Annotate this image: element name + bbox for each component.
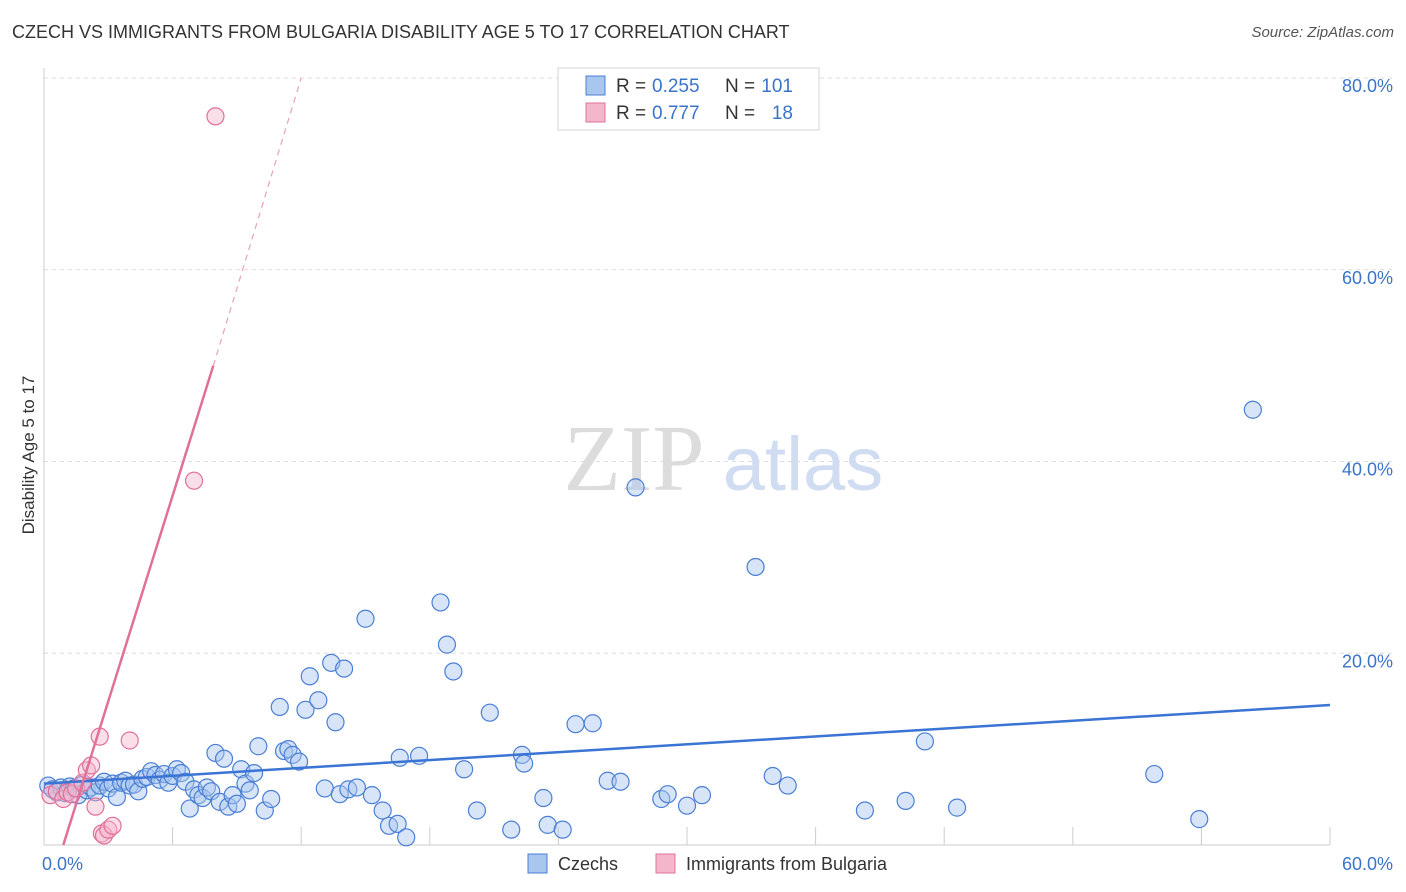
chart-title: CZECH VS IMMIGRANTS FROM BULGARIA DISABI… — [12, 22, 790, 42]
czechs-point-100 — [896, 791, 915, 810]
czechs-point-85 — [538, 815, 557, 834]
czechs-point-99 — [855, 801, 874, 820]
y-tick-label-1: 40.0% — [1342, 460, 1393, 480]
y-tick-label-0: 20.0% — [1342, 651, 1393, 671]
czechs-point-97 — [763, 766, 782, 786]
bulgaria-point-15 — [120, 731, 139, 750]
czechs-point-76 — [437, 635, 457, 654]
czechs-point-48 — [244, 763, 264, 783]
czechs-point-93 — [658, 785, 677, 804]
czechs-point-96 — [746, 557, 765, 577]
czechs-point-103 — [1145, 764, 1164, 784]
n-label-2: N = — [725, 103, 755, 124]
czechs-point-104 — [1190, 810, 1209, 829]
czechs-point-105 — [1243, 400, 1262, 419]
czechs-point-44 — [227, 794, 246, 813]
x-tick-label-0: 0.0% — [42, 854, 83, 874]
czechs-point-72 — [390, 748, 409, 767]
czechs-point-31 — [172, 763, 191, 783]
y-tick-label-3: 80.0% — [1342, 76, 1393, 96]
czechs-point-64 — [334, 659, 354, 678]
czechs-point-52 — [270, 697, 289, 717]
bulgaria-points — [41, 107, 225, 845]
source-label: Source: ZipAtlas.com — [1251, 24, 1394, 41]
r-value-1: 0.255 — [652, 76, 700, 97]
czechs-point-98 — [778, 776, 797, 795]
czechs-point-91 — [626, 478, 645, 497]
czechs-point-67 — [356, 609, 375, 628]
czechs-point-78 — [454, 760, 474, 779]
y-axis-label: Disability Age 5 to 17 — [19, 376, 38, 535]
stats-legend: R = 0.255 N = 101 R = 0.777 N = 18 — [557, 67, 820, 131]
n-value-1: 101 — [761, 76, 793, 97]
czechs-point-55 — [283, 745, 302, 764]
gridlines — [44, 77, 1395, 654]
czechs-point-88 — [583, 714, 602, 733]
bulgaria-point-17 — [206, 107, 225, 126]
bulgaria-trend-extension — [212, 77, 302, 366]
czechs-point-90 — [611, 772, 630, 791]
czechs-swatch — [585, 75, 606, 96]
czechs-point-58 — [300, 667, 319, 686]
bulgaria-point-14 — [103, 816, 122, 835]
czechs-point-95 — [692, 786, 712, 805]
bulgaria-swatch — [585, 102, 606, 123]
czechs-point-47 — [240, 781, 259, 800]
x-tick-label-1: 60.0% — [1342, 854, 1393, 874]
bulgaria-trend-line — [62, 365, 215, 846]
czechs-point-75 — [431, 593, 450, 612]
legend-bulgaria-label: Immigrants from Bulgaria — [686, 854, 888, 874]
czechs-point-87 — [566, 715, 585, 734]
legend-bulgaria-swatch — [655, 853, 676, 874]
r-label-2: R = — [616, 103, 646, 124]
czechs-points — [39, 400, 1262, 847]
czechs-point-68 — [362, 786, 382, 805]
watermark-atlas: atlas — [723, 422, 884, 507]
bulgaria-point-16 — [184, 471, 204, 490]
czechs-point-102 — [947, 798, 967, 817]
czechs-point-71 — [388, 814, 407, 834]
r-value-2: 0.777 — [652, 103, 700, 124]
czechs-point-57 — [296, 700, 315, 719]
czechs-point-49 — [249, 737, 268, 756]
y-tick-label-2: 60.0% — [1342, 268, 1393, 288]
axes — [43, 68, 1331, 846]
czechs-point-50 — [255, 801, 274, 820]
czechs-point-43 — [223, 786, 242, 805]
r-label-1: R = — [616, 76, 646, 97]
czechs-point-33 — [180, 799, 199, 818]
czechs-point-101 — [915, 732, 935, 751]
czechs-point-41 — [214, 749, 234, 768]
czechs-trend-line — [43, 703, 1331, 785]
czechs-point-51 — [262, 789, 281, 809]
czechs-point-80 — [480, 703, 499, 722]
czechs-point-83 — [515, 754, 534, 773]
czechs-point-89 — [598, 771, 617, 790]
czechs-point-79 — [467, 801, 487, 820]
czechs-point-63 — [330, 785, 349, 804]
czechs-point-66 — [347, 778, 367, 797]
tick-labels: 20.0% 40.0% 60.0% 80.0% 0.0% 60.0% — [42, 76, 1393, 874]
czechs-point-62 — [326, 713, 345, 732]
czechs-point-81 — [502, 820, 521, 839]
legend-czechs-swatch — [527, 853, 548, 874]
czechs-point-84 — [534, 788, 553, 808]
n-value-2: 18 — [772, 103, 793, 124]
n-label-1: N = — [725, 76, 755, 97]
czechs-point-69 — [373, 801, 392, 820]
czechs-point-16 — [107, 787, 126, 807]
czechs-point-73 — [397, 828, 416, 847]
czechs-point-56 — [289, 752, 309, 771]
watermark-zip: ZIP — [564, 407, 705, 511]
czechs-point-86 — [553, 820, 572, 839]
czechs-point-59 — [309, 691, 328, 710]
czechs-point-94 — [677, 796, 697, 815]
czechs-point-77 — [444, 662, 463, 681]
trend-lines — [43, 77, 1331, 846]
legend-czechs-label: Czechs — [558, 854, 618, 874]
bulgaria-point-9 — [86, 797, 105, 816]
series-legend: Czechs Immigrants from Bulgaria — [527, 853, 888, 874]
